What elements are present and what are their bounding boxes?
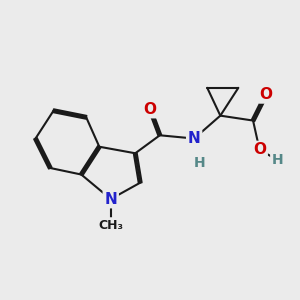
Text: O: O bbox=[253, 142, 266, 158]
Text: N: N bbox=[188, 131, 200, 146]
Text: O: O bbox=[143, 102, 157, 117]
Text: CH₃: CH₃ bbox=[98, 219, 123, 232]
Text: N: N bbox=[104, 192, 117, 207]
Text: H: H bbox=[272, 153, 284, 167]
Text: H: H bbox=[193, 156, 205, 170]
Text: O: O bbox=[260, 87, 273, 102]
